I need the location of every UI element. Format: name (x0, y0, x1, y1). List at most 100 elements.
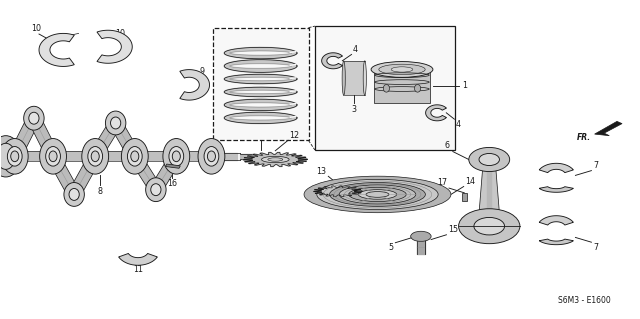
Polygon shape (224, 74, 297, 84)
Polygon shape (88, 122, 122, 157)
Ellipse shape (127, 146, 142, 166)
Polygon shape (224, 60, 297, 72)
Ellipse shape (131, 151, 139, 162)
Text: 5: 5 (388, 243, 394, 252)
Ellipse shape (40, 138, 67, 174)
Text: 6: 6 (445, 141, 450, 150)
Text: 10: 10 (31, 24, 41, 33)
Ellipse shape (415, 85, 420, 92)
Ellipse shape (106, 111, 126, 135)
Polygon shape (135, 151, 176, 161)
Polygon shape (314, 186, 362, 197)
Ellipse shape (45, 146, 60, 166)
Polygon shape (176, 151, 211, 161)
Text: 15: 15 (449, 225, 458, 234)
Text: 2: 2 (258, 152, 263, 161)
Polygon shape (109, 122, 141, 157)
Polygon shape (224, 87, 297, 97)
Ellipse shape (146, 178, 166, 202)
Ellipse shape (88, 146, 102, 166)
Polygon shape (540, 163, 573, 173)
Ellipse shape (479, 153, 499, 166)
Ellipse shape (111, 117, 121, 129)
Polygon shape (95, 151, 135, 161)
Ellipse shape (459, 209, 520, 244)
Ellipse shape (82, 138, 109, 174)
Text: 10: 10 (116, 29, 125, 38)
Ellipse shape (379, 64, 425, 75)
Ellipse shape (29, 112, 39, 124)
Ellipse shape (330, 182, 426, 206)
Bar (374, 68, 430, 103)
Polygon shape (39, 33, 74, 66)
Ellipse shape (122, 138, 148, 174)
Polygon shape (322, 53, 342, 69)
Ellipse shape (304, 176, 451, 213)
Bar (462, 193, 467, 201)
Text: 16: 16 (168, 179, 177, 188)
Text: 9: 9 (200, 67, 205, 76)
Ellipse shape (0, 143, 15, 169)
Text: 8: 8 (97, 188, 102, 197)
Polygon shape (46, 155, 81, 195)
Ellipse shape (69, 189, 79, 200)
Ellipse shape (151, 184, 161, 196)
Polygon shape (243, 152, 307, 167)
Text: 12: 12 (289, 131, 300, 140)
Ellipse shape (91, 151, 99, 162)
Ellipse shape (358, 190, 397, 199)
Ellipse shape (366, 192, 389, 197)
Polygon shape (224, 47, 297, 59)
Polygon shape (27, 117, 60, 157)
Ellipse shape (11, 151, 19, 162)
Text: 4: 4 (456, 120, 461, 129)
Ellipse shape (204, 146, 219, 166)
Polygon shape (128, 155, 163, 191)
Circle shape (411, 231, 431, 241)
Ellipse shape (163, 138, 189, 174)
Polygon shape (540, 187, 573, 192)
Polygon shape (224, 112, 297, 123)
Ellipse shape (207, 151, 216, 162)
Bar (315, 26, 456, 150)
Ellipse shape (1, 138, 28, 174)
Bar (166, 164, 180, 168)
Text: 3: 3 (352, 105, 356, 114)
Ellipse shape (412, 235, 430, 240)
Text: 1: 1 (462, 81, 467, 90)
Ellipse shape (64, 182, 84, 206)
Ellipse shape (268, 158, 283, 161)
Text: 7: 7 (593, 161, 598, 170)
Polygon shape (180, 70, 209, 100)
Polygon shape (67, 155, 102, 195)
Polygon shape (15, 151, 53, 161)
Polygon shape (224, 99, 297, 111)
Ellipse shape (49, 151, 57, 162)
Ellipse shape (24, 106, 44, 130)
Polygon shape (426, 105, 447, 121)
Text: FR.: FR. (577, 132, 591, 142)
Ellipse shape (342, 61, 345, 95)
Ellipse shape (371, 62, 433, 77)
Polygon shape (540, 239, 573, 245)
Ellipse shape (0, 136, 21, 177)
Ellipse shape (198, 138, 225, 174)
Polygon shape (595, 122, 622, 136)
Ellipse shape (169, 146, 184, 166)
Polygon shape (149, 155, 183, 191)
Text: 7: 7 (593, 243, 598, 252)
Ellipse shape (363, 61, 366, 95)
Polygon shape (540, 216, 573, 225)
Polygon shape (8, 117, 41, 157)
Ellipse shape (339, 185, 416, 204)
Ellipse shape (262, 156, 289, 163)
Polygon shape (97, 30, 132, 63)
Ellipse shape (391, 67, 413, 72)
Ellipse shape (8, 146, 22, 166)
Ellipse shape (474, 218, 504, 235)
Text: 11: 11 (133, 265, 143, 274)
Text: 4: 4 (353, 45, 358, 54)
Polygon shape (53, 151, 95, 161)
Ellipse shape (383, 85, 390, 92)
Ellipse shape (349, 187, 406, 202)
